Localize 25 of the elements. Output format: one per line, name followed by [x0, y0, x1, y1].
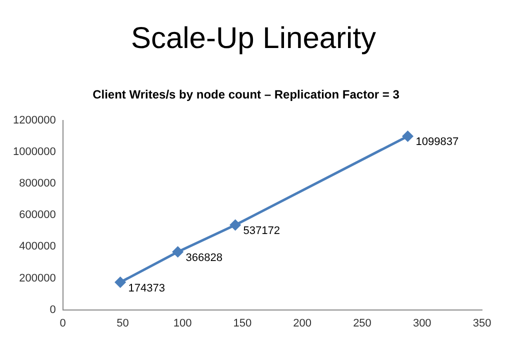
y-tick-label: 1000000: [12, 146, 56, 158]
chart-subtitle: Client Writes/s by node count – Replication Factor = 3: [92, 88, 400, 102]
point: [172, 246, 184, 258]
y-tick-label: 0: [50, 304, 56, 316]
x-tick-label: 100: [173, 317, 192, 330]
data-label: 537172: [243, 225, 280, 238]
x-tick-label: 250: [353, 317, 372, 330]
x-tick-label: 300: [412, 317, 432, 330]
y-tick-label: 400000: [19, 240, 56, 253]
point: [230, 220, 241, 230]
data-label: 174373: [128, 282, 166, 294]
data-label: 1099837: [416, 136, 459, 148]
data-label: 366828: [186, 252, 223, 264]
x-tick-label: 350: [472, 317, 492, 330]
x-tick-label: 200: [293, 317, 312, 330]
y-tick-label: 800000: [19, 178, 56, 190]
y-tick-label: 600000: [19, 209, 56, 222]
y-tick-label: 1200000: [12, 114, 56, 126]
x-tick-label: 0: [60, 317, 66, 330]
y-tick-label: 200000: [19, 272, 56, 284]
chart-title: Scale-Up Linearity: [130, 22, 378, 56]
point: [402, 130, 413, 142]
point: [115, 277, 126, 288]
x-tick-label: 150: [233, 317, 252, 330]
x-tick-label: 50: [116, 317, 129, 330]
